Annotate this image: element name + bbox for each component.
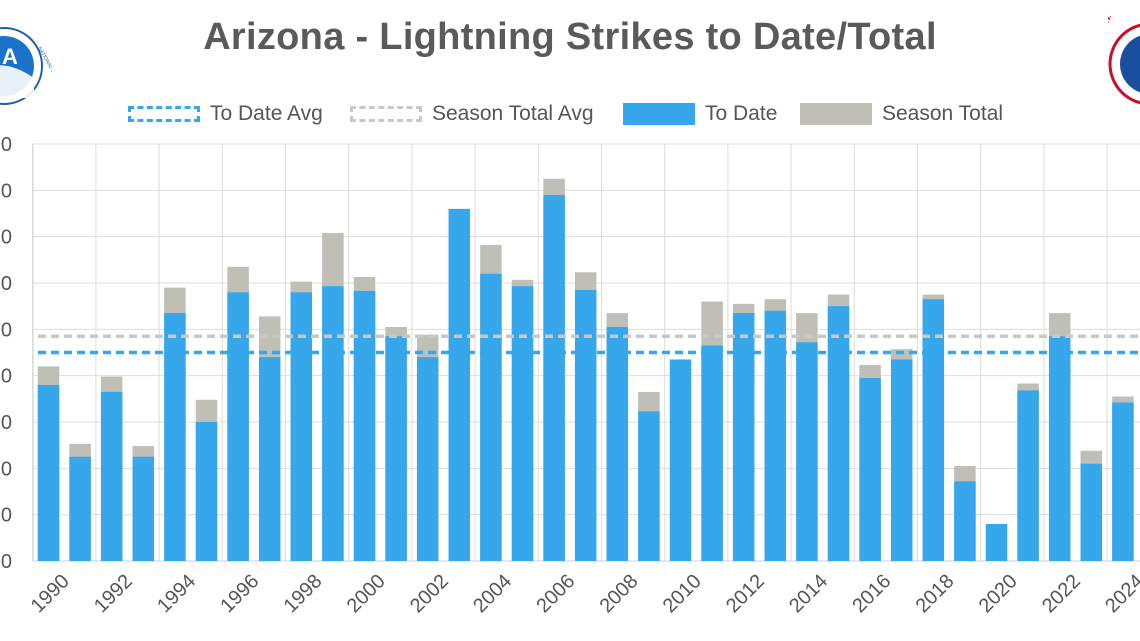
y-tick-label: 0 bbox=[1, 134, 12, 156]
bar-to-date-2017 bbox=[890, 359, 913, 561]
x-tick-label-2016: 2016 bbox=[848, 570, 895, 617]
bar-to-date-1996 bbox=[227, 292, 249, 561]
x-tick-label-2024: 2024 bbox=[1101, 570, 1140, 617]
noaa-logo-letters: A bbox=[2, 44, 18, 69]
x-tick-label-1990: 1990 bbox=[27, 570, 74, 617]
x-tick-label-2020: 2020 bbox=[975, 570, 1022, 617]
legend-swatch-season-total bbox=[800, 103, 872, 125]
bar-to-date-1998 bbox=[290, 292, 313, 561]
legend-label-to-date-avg: To Date Avg bbox=[210, 102, 323, 125]
bar-to-date-2006 bbox=[543, 194, 565, 561]
bar-to-date-2008 bbox=[606, 327, 629, 561]
bar-to-date-2021 bbox=[1017, 390, 1039, 561]
bar-to-date-1992 bbox=[100, 391, 123, 561]
y-tick-label: 0 bbox=[1, 458, 12, 480]
legend-swatch-to-date bbox=[623, 103, 695, 125]
legend-swatch-season-total-avg bbox=[350, 106, 422, 122]
bar-to-date-2014 bbox=[796, 342, 818, 561]
bar-to-date-2010 bbox=[669, 359, 692, 561]
legend-item-to-date[interactable]: To Date bbox=[623, 98, 777, 130]
x-tick-label-2018: 2018 bbox=[912, 570, 959, 617]
legend-item-season-total-avg[interactable]: Season Total Avg bbox=[350, 98, 594, 130]
legend-label-to-date: To Date bbox=[705, 102, 778, 125]
bar-to-date-1997 bbox=[258, 357, 281, 561]
legend-item-season-total[interactable]: Season Total bbox=[800, 98, 1003, 130]
x-tick-label-1998: 1998 bbox=[280, 570, 327, 617]
legend-item-to-date-avg[interactable]: To Date Avg bbox=[128, 98, 323, 130]
bar-to-date-1991 bbox=[69, 456, 91, 561]
x-tick-label-2014: 2014 bbox=[785, 570, 832, 617]
y-tick-label: 0 bbox=[1, 273, 12, 295]
bar-to-date-2009 bbox=[638, 411, 660, 561]
bar-to-date-2024 bbox=[1112, 402, 1134, 561]
x-tick-label-2008: 2008 bbox=[596, 570, 643, 617]
x-tick-label-2006: 2006 bbox=[532, 570, 579, 617]
bar-to-date-1999 bbox=[322, 286, 344, 561]
bar-to-date-2011 bbox=[701, 345, 723, 561]
bar-to-date-2022 bbox=[1048, 336, 1071, 561]
x-tick-label-2022: 2022 bbox=[1038, 570, 1085, 617]
noaa-logo-icon: A NATIONAL OCEANIC AND ATMOSPHERIC ADMIN… bbox=[0, 27, 52, 108]
y-tick-label: 0 bbox=[1, 227, 12, 249]
x-tick-label-2010: 2010 bbox=[659, 570, 706, 617]
bar-to-date-2018 bbox=[922, 299, 945, 561]
bar-to-date-2023 bbox=[1080, 463, 1103, 561]
x-tick-label-1996: 1996 bbox=[216, 570, 263, 617]
legend-label-season-total: Season Total bbox=[882, 102, 1004, 125]
bar-to-date-2016 bbox=[859, 377, 881, 561]
bar-to-date-2012 bbox=[732, 313, 755, 561]
y-tick-label: 0 bbox=[1, 180, 12, 202]
bar-to-date-2015 bbox=[827, 306, 850, 561]
y-tick-label: 0 bbox=[1, 319, 12, 341]
bar-to-date-2004 bbox=[480, 273, 502, 561]
y-tick-label: 0 bbox=[1, 551, 12, 573]
y-tick-label: 0 bbox=[1, 412, 12, 434]
x-tick-label-2002: 2002 bbox=[406, 570, 453, 617]
nws-logo-icon: NATIONAL W bbox=[1108, 16, 1140, 105]
bar-to-date-2020 bbox=[985, 523, 1008, 561]
x-tick-label-1994: 1994 bbox=[153, 570, 200, 617]
bar-to-date-2001 bbox=[385, 336, 407, 561]
x-tick-label-1992: 1992 bbox=[90, 570, 137, 617]
x-tick-label-2000: 2000 bbox=[343, 570, 390, 617]
bar-to-date-2007 bbox=[574, 289, 597, 561]
bar-to-date-1993 bbox=[132, 456, 155, 561]
chart-title: Arizona - Lightning Strikes to Date/Tota… bbox=[203, 16, 937, 58]
bar-to-date-1994 bbox=[164, 313, 186, 561]
bar-to-date-2013 bbox=[764, 310, 787, 561]
x-tick-label-2004: 2004 bbox=[469, 570, 516, 617]
bar-to-date-2000 bbox=[353, 290, 376, 561]
bar-to-date-2019 bbox=[954, 481, 976, 561]
bar-to-date-1990 bbox=[37, 384, 60, 561]
bar-to-date-1995 bbox=[195, 422, 218, 561]
bar-to-date-2003 bbox=[448, 208, 471, 561]
y-tick-label: 0 bbox=[1, 505, 12, 527]
legend-swatch-to-date-avg bbox=[128, 106, 200, 122]
y-tick-label: 0 bbox=[1, 366, 12, 388]
bar-to-date-2002 bbox=[416, 357, 439, 561]
legend: To Date Avg Season Total Avg To Date Sea… bbox=[0, 98, 1140, 130]
x-tick-label-2012: 2012 bbox=[722, 570, 769, 617]
bar-to-date-2005 bbox=[511, 286, 534, 561]
legend-label-season-total-avg: Season Total Avg bbox=[432, 102, 594, 125]
